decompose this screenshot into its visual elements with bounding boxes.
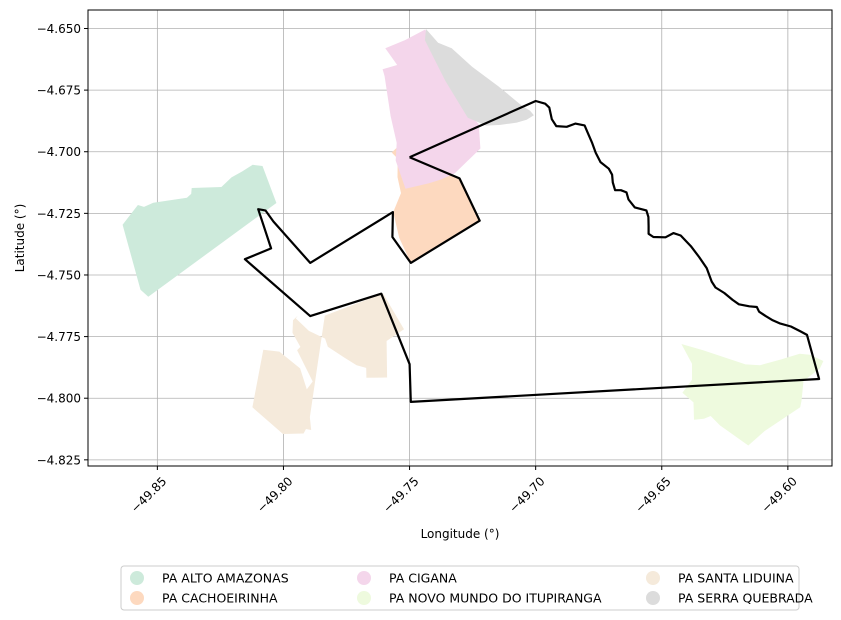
region-pa-santa-liduina bbox=[252, 293, 404, 434]
y-tick-label-5: −4.775 bbox=[37, 330, 81, 344]
y-axis-ticks: −4.650 −4.675 −4.700 −4.725 −4.750 −4.775 −4.8… bbox=[37, 22, 88, 467]
region-pa-cigana bbox=[382, 29, 481, 189]
region-pa-novo-mundo-do-itupiranga bbox=[681, 344, 824, 446]
plot-frame bbox=[87, 9, 833, 467]
legend-marker-1 bbox=[130, 591, 144, 605]
outline-layer bbox=[243, 99, 821, 403]
legend-label-4: PA SANTA LIDUINA bbox=[678, 571, 794, 586]
legend-marker-4 bbox=[646, 571, 660, 585]
legend-box bbox=[120, 565, 800, 611]
region-pa-alto-amazonas bbox=[122, 164, 277, 297]
y-tick-label-2: −4.700 bbox=[37, 145, 81, 159]
y-axis-label: Latitude (°) bbox=[13, 204, 27, 273]
x-tick-label-2: −49.75 bbox=[380, 474, 421, 515]
legend-marker-2 bbox=[357, 571, 371, 585]
legend-label-2: PA CIGANA bbox=[389, 571, 457, 586]
x-axis-ticks: −49.85 −49.80 −49.75 −49.70 −49.65 −49.60 bbox=[128, 466, 800, 515]
legend-marker-0 bbox=[130, 571, 144, 585]
legend-marker-5 bbox=[646, 591, 660, 605]
x-axis-label: Longitude (°) bbox=[421, 527, 500, 541]
y-tick-label-3: −4.725 bbox=[37, 207, 81, 221]
legend: PA ALTO AMAZONAS PA CACHOEIRINHA PA CIGANA… bbox=[120, 565, 813, 611]
y-tick-label-1: −4.675 bbox=[37, 84, 81, 98]
x-tick-label-3: −49.70 bbox=[506, 474, 547, 515]
legend-label-5: PA SERRA QUEBRADA bbox=[678, 591, 813, 606]
y-tick-label-0: −4.650 bbox=[37, 22, 81, 36]
y-tick-label-4: −4.750 bbox=[37, 268, 81, 282]
legend-marker-3 bbox=[357, 591, 371, 605]
x-tick-label-5: −49.60 bbox=[759, 474, 800, 515]
y-tick-label-7: −4.825 bbox=[37, 453, 81, 467]
region-pa-serra-quebrada bbox=[424, 29, 534, 126]
legend-label-0: PA ALTO AMAZONAS bbox=[162, 571, 289, 586]
study-area-outline bbox=[243, 99, 821, 403]
x-tick-label-4: −49.65 bbox=[633, 474, 674, 515]
y-tick-label-6: −4.800 bbox=[37, 392, 81, 406]
x-tick-label-0: −49.85 bbox=[128, 474, 169, 515]
legend-label-1: PA CACHOEIRINHA bbox=[162, 591, 278, 606]
x-tick-label-1: −49.80 bbox=[254, 474, 295, 515]
region-layer bbox=[122, 29, 824, 446]
legend-label-3: PA NOVO MUNDO DO ITUPIRANGA bbox=[389, 591, 602, 606]
